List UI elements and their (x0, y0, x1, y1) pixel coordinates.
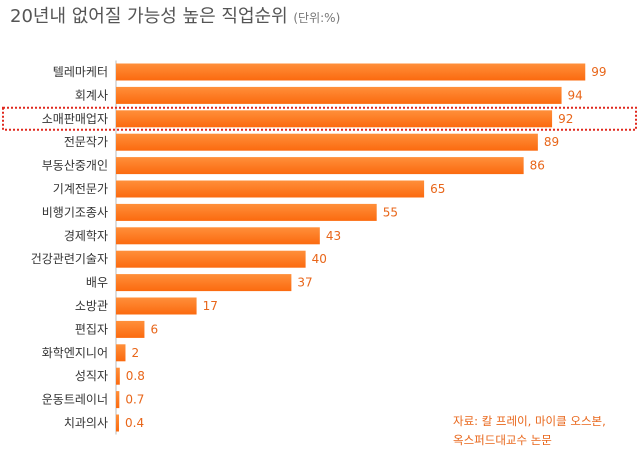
category-label: 건강관련기술자 (31, 252, 108, 266)
category-label: 화학엔지니어 (42, 346, 108, 360)
category-label: 운동트레이너 (42, 393, 108, 407)
value-label: 89 (544, 135, 559, 149)
highlight-box (2, 106, 637, 131)
value-label: 40 (312, 252, 327, 266)
value-label: 2 (131, 346, 139, 360)
category-label: 전문작가 (64, 135, 108, 149)
bar (116, 63, 586, 81)
value-label: 43 (326, 229, 341, 243)
bar (116, 320, 145, 338)
category-label: 텔레마케터 (53, 65, 108, 79)
category-label: 경제학자 (64, 229, 108, 243)
value-label: 0.7 (125, 393, 144, 407)
value-label: 65 (430, 182, 445, 196)
bar (116, 227, 320, 245)
value-label: 0.4 (125, 416, 144, 430)
source-line-1: 자료: 칼 프레이, 마이클 오스본, (453, 414, 606, 428)
category-label: 기계전문가 (53, 182, 108, 196)
bar (116, 297, 197, 315)
value-label: 86 (530, 159, 545, 173)
category-label: 소매판매업자 (42, 112, 108, 126)
value-label: 55 (383, 205, 398, 219)
value-label: 99 (591, 65, 606, 79)
category-label: 회계사 (75, 88, 108, 102)
bar (116, 133, 538, 151)
bar (116, 414, 119, 432)
bar (116, 344, 126, 362)
value-label: 6 (150, 322, 158, 336)
bar (116, 180, 425, 198)
category-label: 배우 (86, 276, 108, 290)
bar (116, 391, 120, 409)
bar (116, 250, 306, 268)
value-label: 92 (558, 112, 573, 126)
bar (116, 86, 562, 104)
category-label: 비행기조종사 (42, 204, 108, 219)
category-label: 부동산중개인 (42, 159, 108, 173)
bar (116, 274, 292, 292)
category-label: 성직자 (75, 369, 108, 383)
value-label: 17 (203, 299, 218, 313)
chart-unit: (단위:%) (293, 11, 341, 25)
source-line-2: 옥스퍼드대교수 논문 (453, 433, 552, 447)
chart-title-text: 20년내 없어질 가능성 높은 직업순위 (10, 6, 288, 27)
category-label: 치과의사 (64, 416, 108, 430)
value-label: 0.8 (126, 369, 145, 383)
bar (116, 367, 120, 385)
bar (116, 157, 524, 175)
source-note: 자료: 칼 프레이, 마이클 오스본, 옥스퍼드대교수 논문 (453, 412, 606, 450)
value-label: 94 (568, 88, 583, 102)
bar (116, 203, 377, 221)
chart-title: 20년내 없어질 가능성 높은 직업순위 (단위:%) (10, 2, 340, 28)
category-label: 소방관 (75, 299, 108, 313)
bar (116, 110, 553, 128)
category-label: 편집자 (75, 322, 108, 336)
value-label: 37 (297, 276, 312, 290)
